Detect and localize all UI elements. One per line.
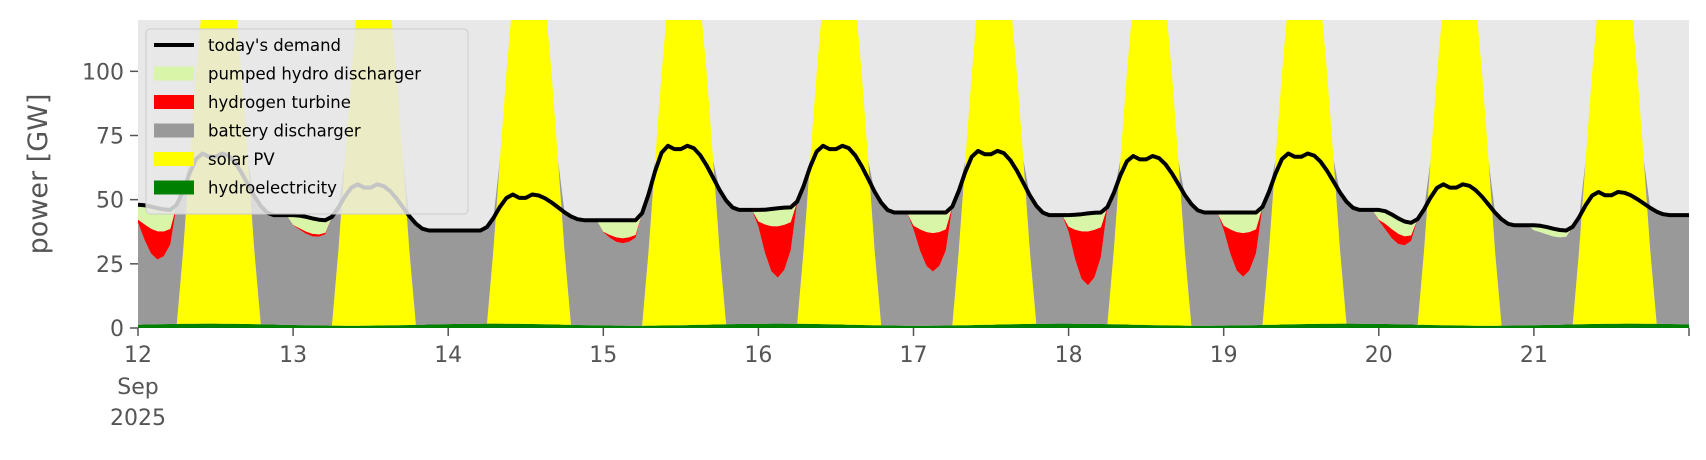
- legend-box: [145, 28, 469, 215]
- x-tick-sublabel: 2025: [110, 406, 166, 431]
- area-solar: [138, 20, 1689, 326]
- legend-swatch-hydro: [154, 180, 194, 195]
- legend[interactable]: today's demand pumped hydro discharger hyd…: [145, 28, 469, 215]
- legend-label-hydrogen: hydrogen turbine: [208, 93, 351, 112]
- legend-item-solar[interactable]: solar PV: [154, 150, 275, 169]
- x-tick-label: 16: [744, 343, 772, 368]
- y-tick-label: 50: [96, 189, 124, 214]
- x-tick-label: 17: [900, 343, 928, 368]
- legend-item-hydro[interactable]: hydroelectricity: [154, 179, 337, 198]
- x-tick-label: 20: [1365, 343, 1393, 368]
- x-tick-label: 12: [124, 343, 152, 368]
- x-tick-label: 19: [1210, 343, 1238, 368]
- y-tick-label: 0: [110, 317, 124, 342]
- x-tick-label: 18: [1055, 343, 1083, 368]
- y-axis-label: power [GW]: [23, 94, 54, 255]
- x-tick-label: 21: [1520, 343, 1548, 368]
- x-tick-label: 15: [589, 343, 617, 368]
- legend-item-pumped[interactable]: pumped hydro discharger: [154, 65, 421, 84]
- y-tick-label: 100: [82, 60, 124, 85]
- legend-swatch-solar: [154, 152, 194, 166]
- legend-label-pumped: pumped hydro discharger: [208, 65, 421, 84]
- legend-label-demand: today's demand: [208, 36, 341, 55]
- legend-label-solar: solar PV: [208, 150, 275, 169]
- legend-swatch-hydrogen: [154, 95, 194, 109]
- legend-item-battery[interactable]: battery discharger: [154, 122, 361, 141]
- legend-label-battery: battery discharger: [208, 122, 361, 141]
- legend-swatch-battery: [154, 123, 194, 138]
- legend-label-hydro: hydroelectricity: [208, 179, 337, 198]
- legend-swatch-pumped: [154, 66, 194, 81]
- x-tick-label: 13: [279, 343, 307, 368]
- x-tick-label: 14: [434, 343, 462, 368]
- y-tick-label: 75: [96, 125, 124, 150]
- x-tick-sublabel: Sep: [117, 375, 158, 400]
- legend-item-hydrogen[interactable]: hydrogen turbine: [154, 93, 351, 112]
- legend-item-demand[interactable]: today's demand: [154, 36, 341, 55]
- y-axis: 0 25 50 75 100: [82, 60, 138, 342]
- y-tick-label: 25: [96, 253, 124, 278]
- area-hydro: [138, 323, 1689, 328]
- area-battery: [138, 20, 1689, 326]
- x-axis: 12 Sep 2025 13 14 15 16 17 18 19 20 21: [110, 328, 1690, 431]
